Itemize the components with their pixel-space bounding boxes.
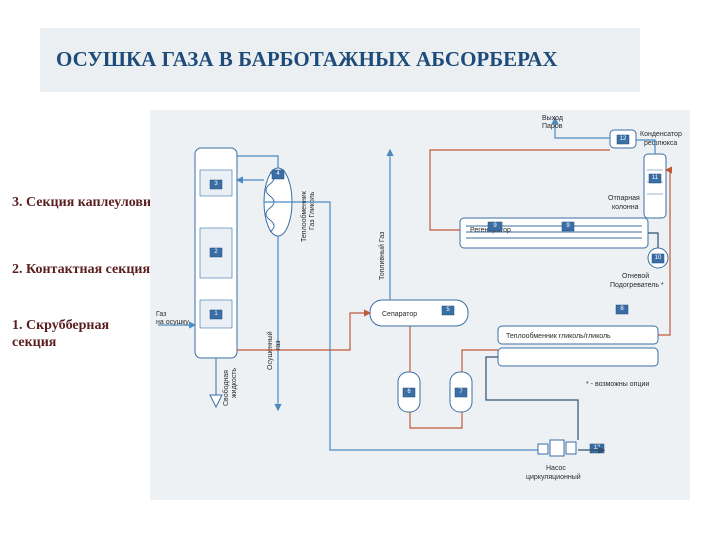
node-10-num: 10: [655, 255, 662, 261]
process-diagram: 3 2 1 4 Сепаратор 5 6 7 Теплообменник гл…: [150, 110, 690, 500]
fire-heater: 10 Огневой Подогреватель *: [610, 248, 668, 289]
reflux-l2: рефлюкса: [644, 140, 677, 147]
annotation-2: 2. Контактная секция: [12, 262, 150, 279]
page-title: ОСУШКА ГАЗА В БАРБОТАЖНЫХ АБСОРБЕРАХ: [40, 47, 558, 72]
stripper-column: 11 Отпарная колонна: [608, 154, 666, 218]
reflux-condenser: 12 Конденсатор рефлюкса: [610, 130, 682, 148]
vapor-l2: Паров: [542, 123, 563, 130]
gas-in-l1: Газ: [156, 311, 166, 318]
pump-l2: циркуляционный: [526, 473, 581, 481]
glycol-glycol-hex: Теплообменник гликоль/гликоль 8: [498, 305, 658, 366]
separator-label: Сепаратор: [382, 311, 417, 318]
free-liq-l2: жидкость: [231, 368, 238, 398]
separator: Сепаратор 5: [370, 300, 468, 326]
title-bar: ОСУШКА ГАЗА В БАРБОТАЖНЫХ АБСОРБЕРАХ: [40, 28, 640, 92]
regenerator: Регенератор 9 9: [460, 218, 648, 248]
fuel-gas-label: Топливный Газ: [378, 232, 386, 280]
node-12-num: 12: [620, 136, 627, 142]
vapor-l1: Выход: [542, 115, 563, 122]
pump: 13 Насос циркуляционный: [526, 440, 604, 481]
annotation-1: 1. Скрубберная секция: [12, 318, 109, 352]
gghex-l2: Газ Гликоль: [309, 191, 316, 230]
node-11-num: 11: [652, 175, 659, 181]
filter-7: 7: [450, 372, 472, 412]
fire-heater-l1: Огневой: [622, 272, 649, 280]
stripper-l2: колонна: [612, 204, 639, 211]
pump-l1: Насос: [546, 465, 566, 472]
fire-heater-l2: Подогреватель *: [610, 282, 664, 289]
free-liq-l1: Свободная: [222, 370, 230, 406]
filter-6: 6: [398, 372, 420, 412]
reflux-l1: Конденсатор: [640, 131, 682, 138]
options-note: * - возможны опции: [586, 381, 649, 388]
gghex-l1: Теплообменник: [300, 190, 308, 242]
dry-gas-label: Осушенный: [266, 331, 274, 370]
gas-in-l2: на осушку: [156, 319, 189, 326]
dry-gas-label-2: газ: [275, 341, 282, 350]
gg-hex-label: Теплообменник гликоль/гликоль: [506, 332, 611, 340]
annotation-1-l2: секция: [12, 335, 56, 350]
annotation-1-l1: 1. Скрубберная: [12, 318, 109, 333]
stripper-l1: Отпарная: [608, 195, 640, 202]
